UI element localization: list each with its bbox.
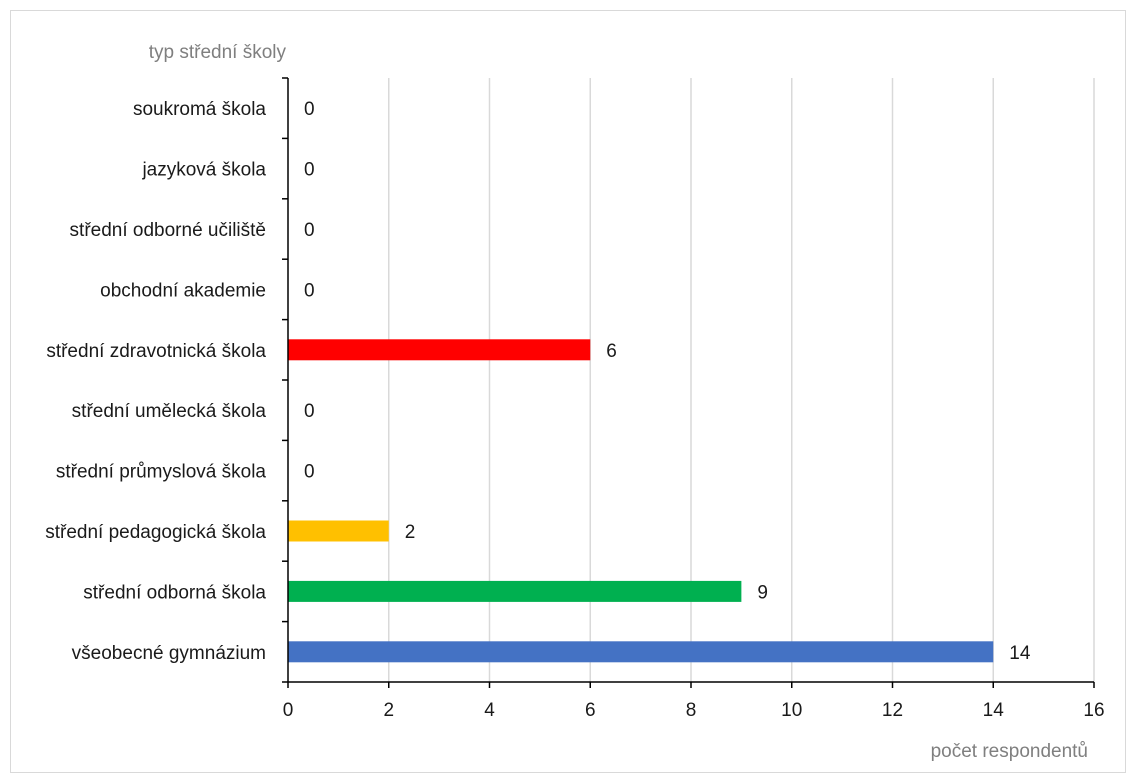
x-tick-labels: 0 2 4 6 8 10 12 14 16 bbox=[283, 700, 1105, 721]
y-axis-title: typ střední školy bbox=[149, 42, 287, 63]
category-label: soukromá škola bbox=[133, 99, 266, 120]
category-label: střední pedagogická škola bbox=[45, 522, 266, 543]
chart-frame bbox=[10, 10, 1126, 773]
x-axis-title: počet respondentů bbox=[931, 741, 1088, 762]
category-label: střední odborná škola bbox=[83, 582, 266, 603]
axes bbox=[282, 77, 1095, 688]
category-labels: soukromá škola jazyková škola střední odbo… bbox=[45, 99, 266, 664]
data-label: 0 bbox=[304, 462, 315, 483]
bar bbox=[288, 580, 742, 602]
x-tick-label: 2 bbox=[383, 700, 394, 721]
category-label: střední průmyslová škola bbox=[56, 462, 267, 483]
data-labels: 0 0 0 0 6 0 0 2 9 14 bbox=[304, 99, 1031, 664]
category-label: střední umělecká škola bbox=[72, 401, 267, 422]
bar bbox=[288, 339, 591, 361]
bar bbox=[288, 641, 994, 663]
x-tick-label: 8 bbox=[686, 700, 697, 721]
category-label: střední odborné učiliště bbox=[70, 220, 266, 241]
x-tick-label: 16 bbox=[1083, 700, 1104, 721]
x-tick-label: 0 bbox=[283, 700, 294, 721]
category-label: všeobecné gymnázium bbox=[72, 643, 266, 664]
chart-title-clipped bbox=[150, 0, 380, 6]
x-tick-label: 14 bbox=[983, 700, 1005, 721]
x-tick-label: 10 bbox=[781, 700, 802, 721]
bar bbox=[288, 520, 389, 542]
bars bbox=[288, 339, 994, 663]
data-label: 0 bbox=[304, 220, 315, 241]
data-label: 0 bbox=[304, 401, 315, 422]
data-label: 9 bbox=[757, 582, 768, 603]
x-tick-label: 6 bbox=[585, 700, 596, 721]
category-label: jazyková škola bbox=[141, 160, 266, 181]
data-label: 0 bbox=[304, 99, 315, 120]
category-label: obchodní akademie bbox=[100, 280, 266, 301]
data-label: 2 bbox=[405, 522, 416, 543]
data-label: 0 bbox=[304, 280, 315, 301]
category-label: střední zdravotnická škola bbox=[46, 341, 266, 362]
data-label: 14 bbox=[1009, 643, 1031, 664]
x-tick-label: 12 bbox=[882, 700, 903, 721]
x-tick-label: 4 bbox=[484, 700, 495, 721]
data-label: 0 bbox=[304, 160, 315, 181]
data-label: 6 bbox=[606, 341, 617, 362]
